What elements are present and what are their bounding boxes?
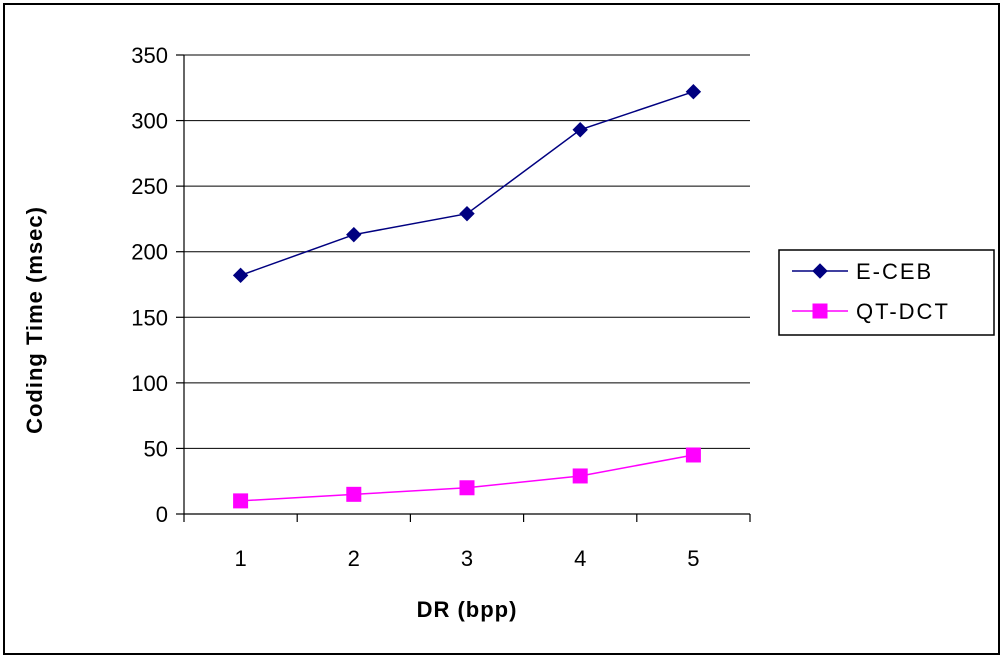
data-point-qt-dct: [572, 468, 588, 484]
series-group: [232, 84, 702, 509]
y-tick-label: 150: [131, 305, 168, 330]
y-axis-title: Coding Time (msec): [22, 206, 47, 434]
data-point-e-ceb: [572, 122, 588, 138]
x-axis-title: DR (bpp): [417, 597, 518, 622]
data-point-qt-dct: [233, 493, 249, 509]
y-tick-label: 200: [131, 240, 168, 265]
y-tick-label: 350: [131, 43, 168, 68]
y-tick-label: 300: [131, 109, 168, 134]
data-point-e-ceb: [346, 226, 362, 243]
gridlines: [184, 54, 750, 449]
y-tick-labels: 0 50 100 150 200 250 300 350: [131, 43, 168, 527]
data-point-e-ceb: [685, 84, 702, 100]
legend-label-qt-dct: QT-DCT: [856, 299, 950, 324]
data-point-qt-dct: [685, 447, 701, 463]
data-point-qt-dct: [346, 486, 362, 502]
legend-marker-qt-dct: [812, 303, 828, 319]
x-tick-labels: 1 2 3 4 5: [234, 546, 699, 571]
x-tick-label: 2: [348, 546, 360, 571]
series-line-e-ceb: [240, 91, 694, 277]
series-e-ceb: [232, 84, 702, 284]
data-point-e-ceb: [459, 205, 475, 222]
legend-label-e-ceb: E-CEB: [856, 259, 933, 284]
x-tick-label: 1: [234, 546, 246, 571]
x-tick-label: 3: [461, 546, 473, 571]
y-tick-label: 0: [156, 502, 168, 527]
legend-box: [778, 249, 995, 336]
legend-marker-e-ceb: [812, 263, 828, 279]
data-point-e-ceb: [232, 267, 249, 284]
axes: [176, 54, 751, 522]
x-tick-label: 5: [687, 546, 699, 571]
y-tick-label: 250: [131, 174, 168, 199]
data-point-qt-dct: [459, 480, 475, 496]
y-tick-label: 100: [131, 371, 168, 396]
x-tick-label: 4: [574, 546, 586, 571]
y-tick-label: 50: [144, 436, 168, 461]
series-qt-dct: [233, 447, 701, 509]
legend: E-CEB QT-DCT: [778, 249, 995, 336]
